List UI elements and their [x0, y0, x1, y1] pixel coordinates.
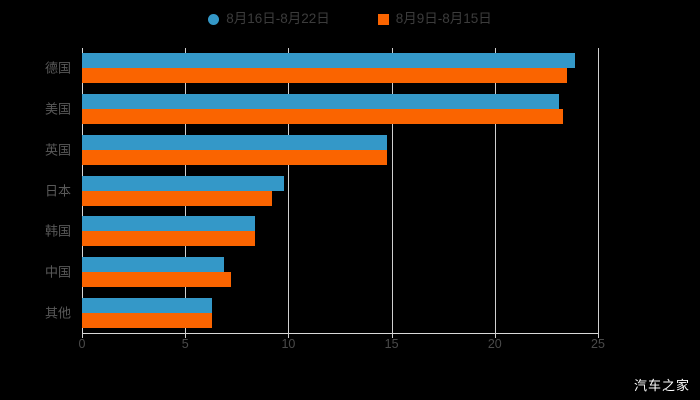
- watermark: 汽车之家: [633, 378, 690, 393]
- gridline: [391, 48, 393, 333]
- bar-series-2[interactable]: [82, 68, 568, 84]
- bar-series-1[interactable]: [82, 94, 559, 110]
- x-tick-mark: [494, 333, 496, 338]
- bar-series-1[interactable]: [82, 297, 213, 313]
- y-axis-category-label: 韩国: [44, 223, 71, 239]
- bar-series-1[interactable]: [82, 134, 388, 150]
- x-tick-label: 15: [384, 337, 399, 351]
- bar-series-1[interactable]: [82, 175, 285, 191]
- x-tick-mark: [598, 333, 599, 338]
- x-tick-mark: [185, 333, 187, 338]
- y-axis-category-label: 英国: [44, 142, 71, 158]
- y-axis-category-label: 其他: [44, 305, 71, 321]
- x-tick-label: 25: [591, 337, 605, 351]
- legend-label-series-1: 8月16日-8月22日: [226, 11, 330, 27]
- y-axis-category-label: 德国: [44, 60, 71, 76]
- gridline: [288, 48, 290, 333]
- chart-legend: 8月16日-8月22日 8月9日-8月15日: [0, 6, 700, 32]
- x-tick-mark: [288, 333, 290, 338]
- gridline: [598, 48, 599, 333]
- plot-area: [82, 48, 599, 333]
- bar-series-1[interactable]: [82, 53, 576, 69]
- gridline: [494, 48, 496, 333]
- legend-square-marker-icon: [377, 13, 389, 25]
- legend-item-series-1[interactable]: 8月16日-8月22日: [208, 12, 330, 26]
- y-axis-category-label: 美国: [44, 101, 71, 117]
- bar-series-2[interactable]: [82, 190, 272, 206]
- x-tick-label: 5: [181, 337, 189, 351]
- bar-series-2[interactable]: [82, 109, 563, 125]
- x-tick-label: 20: [487, 337, 502, 351]
- y-axis-category-label: 日本: [44, 183, 71, 198]
- x-axis-line: [82, 333, 599, 334]
- bar-series-1[interactable]: [82, 216, 256, 232]
- bar-series-2[interactable]: [82, 149, 388, 165]
- y-axis-category-label: 中国: [44, 264, 71, 280]
- legend-item-series-2[interactable]: 8月9日-8月15日: [377, 11, 492, 27]
- x-tick-label: 0: [78, 337, 86, 351]
- x-tick-label: 10: [281, 337, 296, 351]
- x-tick-mark: [82, 333, 83, 338]
- x-tick-mark: [391, 333, 393, 338]
- bar-series-2[interactable]: [82, 312, 213, 328]
- legend-label-series-2: 8月9日-8月15日: [395, 11, 492, 27]
- bar-series-2[interactable]: [82, 271, 231, 287]
- legend-circle-marker-icon: [208, 13, 220, 25]
- bar-series-2[interactable]: [82, 231, 256, 247]
- bar-series-1[interactable]: [82, 256, 225, 272]
